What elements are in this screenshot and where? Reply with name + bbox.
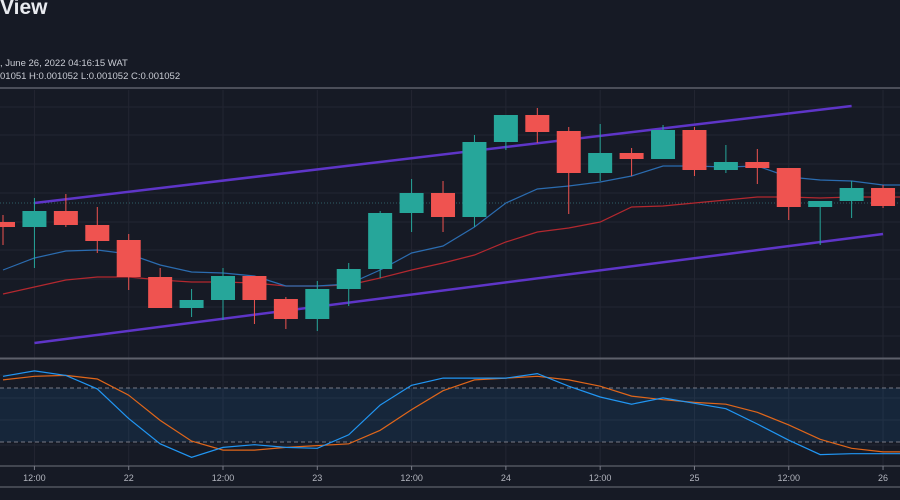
candle-body [525,115,550,132]
candle-body [839,188,864,201]
time-tick-label: 23 [312,473,322,483]
time-tick-label: 25 [689,473,699,483]
candle-body [745,162,770,168]
candle-bearish [53,194,78,227]
candle-body [776,168,801,207]
candle-body [713,162,738,170]
candle-bullish [839,181,864,218]
time-tick-label: 12:00 [400,473,423,483]
time-tick-label: 12:00 [23,473,46,483]
candle-bullish [808,201,833,245]
chart-datetime: , June 26, 2022 04:16:15 WAT [0,58,128,69]
candle-bullish [179,289,204,317]
candle-body [431,193,456,217]
candle-body [808,201,833,207]
time-tick-label: 26 [878,473,888,483]
stoch-band-fill [0,388,900,442]
time-tick-label: 12:00 [777,473,800,483]
candle-bearish [682,127,707,176]
candle-bullish [462,135,487,227]
candle-bearish [431,181,456,232]
candle-body [148,277,173,308]
candle-body [179,300,204,308]
candle-bullish [493,115,518,150]
candle-bullish [368,211,393,278]
stochastic-pane[interactable] [0,370,900,458]
candle-body [493,115,518,142]
candle-bearish [85,207,110,253]
candle-bearish [116,234,141,290]
candle-body [85,225,110,241]
ohlc-readout: 01051 H:0.001052 L:0.001052 C:0.001052 [0,71,181,82]
time-tick-label: 12:00 [212,473,235,483]
candle-body [53,211,78,225]
trendline [34,232,884,345]
pane-divider[interactable] [0,357,900,360]
candle-bearish [242,276,267,324]
candle-bearish [556,127,581,214]
candle-body [462,142,487,217]
candle-bullish [588,124,613,181]
candle-body [273,299,298,319]
candle-body [0,222,15,227]
candle-body [305,289,330,319]
candle-bearish [745,149,770,184]
candle-bearish [273,297,298,329]
time-tick-label: 12:00 [589,473,612,483]
candle-bearish [0,215,15,245]
candle-bearish [619,148,644,176]
candle-bullish [211,268,236,320]
time-tick-label: 24 [501,473,511,483]
candle-bearish [776,168,801,220]
candle-body [22,211,47,227]
time-axis[interactable]: 12:00 22 12:00 23 12:00 24 12:00 25 12:00 26 [23,466,888,483]
candle-bullish [399,179,424,232]
candle-body [336,269,361,289]
candle-bullish [22,198,47,268]
price-pane[interactable] [0,104,900,345]
candle-body [399,193,424,213]
trendline [34,104,852,205]
candle-bullish [305,281,330,331]
candle-body [651,130,676,159]
stoch-k-line [2,370,900,458]
brand-logo-text: View [0,0,48,19]
candle-body [682,130,707,170]
candle-body [116,240,141,277]
candle-body [871,188,896,206]
candle-body [619,153,644,159]
candle-bearish [871,185,896,208]
candle-body [368,213,393,269]
candle-body [588,153,613,173]
stoch-d-line [2,374,900,453]
candle-bullish [651,125,676,159]
candle-bearish [148,268,173,308]
candle-body [242,276,267,300]
candle-bullish [713,145,738,173]
candle-body [556,131,581,173]
candle-bearish [525,108,550,143]
candle-bullish [336,263,361,306]
grid [0,90,900,466]
candle-body [211,276,236,300]
time-tick-label: 22 [124,473,134,483]
